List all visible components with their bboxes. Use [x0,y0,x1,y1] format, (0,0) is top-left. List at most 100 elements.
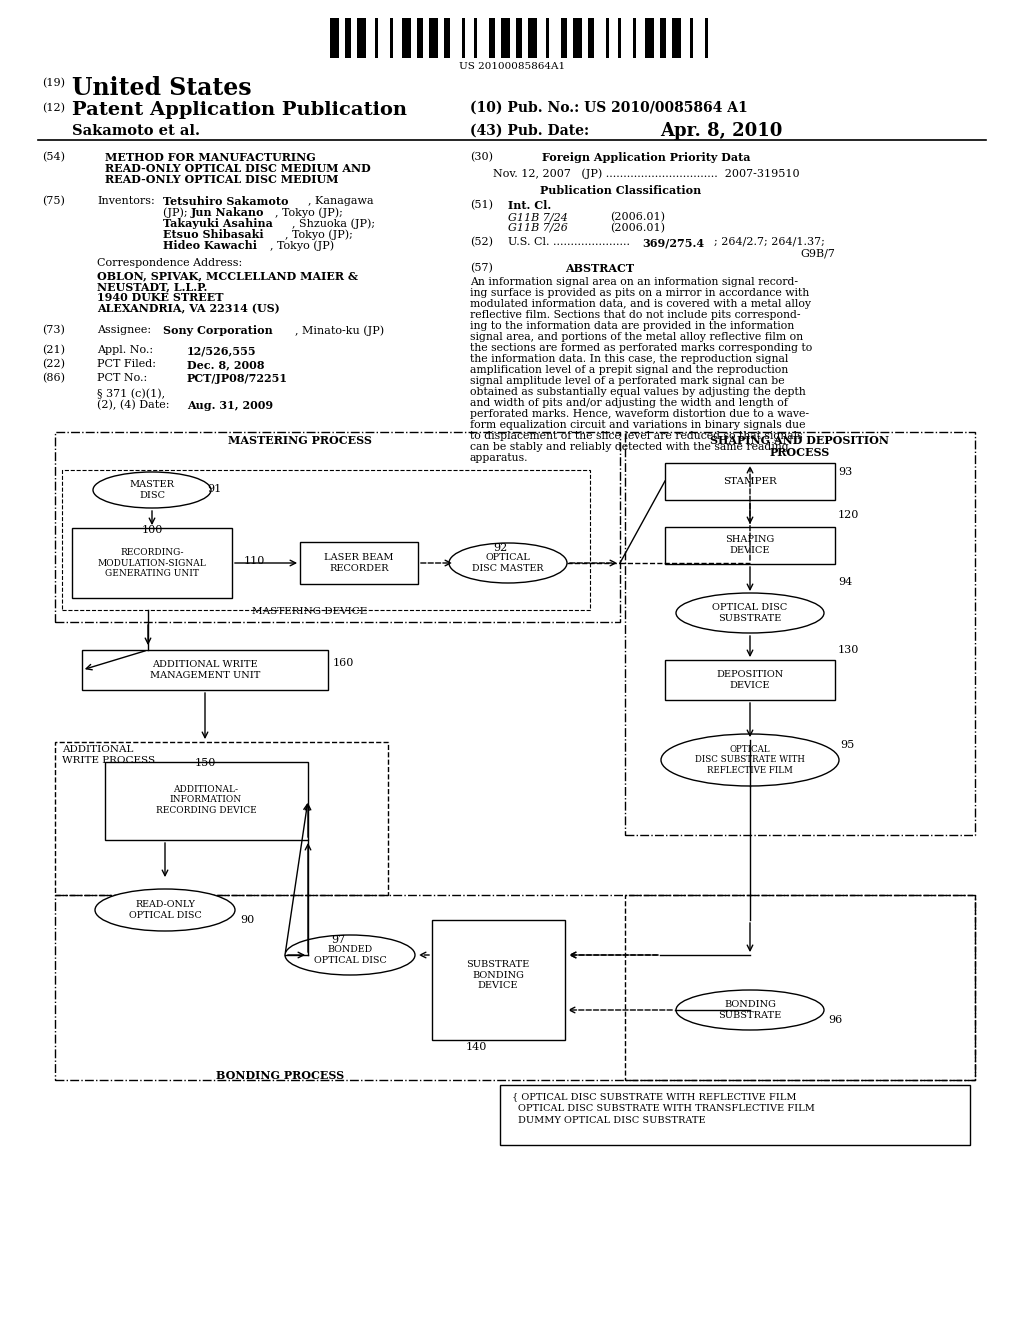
Text: (43) Pub. Date:: (43) Pub. Date: [470,124,589,139]
Bar [105,762,308,840]
Text: (19): (19) [42,78,65,88]
Bar [429,18,438,58]
Text: OPTICAL DISC
SUBSTRATE: OPTICAL DISC SUBSTRATE [713,603,787,623]
Text: G11B 7/26: G11B 7/26 [508,223,568,234]
Text: , Tokyo (JP);: , Tokyo (JP); [275,207,343,218]
Text: SHAPING AND DEPOSITION: SHAPING AND DEPOSITION [711,436,890,446]
Text: (2006.01): (2006.01) [610,213,665,222]
Text: ADDITIONAL-
INFORMATION
RECORDING DEVICE: ADDITIONAL- INFORMATION RECORDING DEVICE [156,785,256,814]
Bar [573,18,582,58]
Text: NEUSTADT, L.L.P.: NEUSTADT, L.L.P. [97,281,208,292]
Text: Appl. No.:: Appl. No.: [97,345,154,355]
Text: (10) Pub. No.: US 2010/0085864 A1: (10) Pub. No.: US 2010/0085864 A1 [470,102,748,115]
Bar [660,18,666,58]
Text: Patent Application Publication: Patent Application Publication [72,102,407,119]
Text: ALEXANDRIA, VA 22314 (US): ALEXANDRIA, VA 22314 (US) [97,304,280,314]
Text: 96: 96 [828,1015,843,1026]
Text: (86): (86) [42,374,65,383]
Text: Nov. 12, 2007   (JP) ................................  2007-319510: Nov. 12, 2007 (JP) .....................… [493,168,800,178]
Text: RECORDING-
MODULATION-SIGNAL
GENERATING UNIT: RECORDING- MODULATION-SIGNAL GENERATING … [97,548,207,578]
Text: DEPOSITION
DEVICE: DEPOSITION DEVICE [717,671,783,689]
Text: WRITE PROCESS: WRITE PROCESS [62,756,155,766]
Text: 120: 120 [838,510,859,520]
Text: , Shzuoka (JP);: , Shzuoka (JP); [292,218,375,228]
Text: READ-ONLY OPTICAL DISC MEDIUM: READ-ONLY OPTICAL DISC MEDIUM [105,174,339,185]
Text: 91: 91 [207,484,221,494]
Text: (2), (4) Date:: (2), (4) Date: [97,400,170,411]
Ellipse shape [662,734,839,785]
Text: PCT/JP08/72251: PCT/JP08/72251 [187,374,288,384]
Bar [501,18,510,58]
Text: (22): (22) [42,359,65,370]
Bar [665,660,835,700]
Text: 150: 150 [195,758,216,768]
Text: 97: 97 [331,935,345,945]
Text: Tetsuhiro Sakamoto: Tetsuhiro Sakamoto [163,195,289,207]
Text: § 371 (c)(1),: § 371 (c)(1), [97,389,165,400]
Text: BONDED
OPTICAL DISC: BONDED OPTICAL DISC [313,945,386,965]
Bar [546,18,549,58]
Text: LASER BEAM
RECORDER: LASER BEAM RECORDER [325,553,394,573]
Bar [516,18,522,58]
Text: amplification level of a prepit signal and the reproduction: amplification level of a prepit signal a… [470,366,788,375]
Ellipse shape [449,543,567,583]
Text: (52): (52) [470,238,493,247]
Text: reflective film. Sections that do not include pits correspond-: reflective film. Sections that do not in… [470,310,801,319]
Text: Correspondence Address:: Correspondence Address: [97,257,243,268]
Text: ABSTRACT: ABSTRACT [565,263,634,275]
Text: (12): (12) [42,103,65,114]
Text: SHAPING
DEVICE: SHAPING DEVICE [725,536,774,554]
Text: to displacement of the slice level are reduced so that signals: to displacement of the slice level are r… [470,432,803,441]
Bar [72,528,232,598]
Text: READ-ONLY
OPTICAL DISC: READ-ONLY OPTICAL DISC [129,900,202,920]
Text: the information data. In this case, the reproduction signal: the information data. In this case, the … [470,354,788,364]
Text: obtained as substantially equal values by adjusting the depth: obtained as substantially equal values b… [470,387,806,397]
Text: MASTER
DISC: MASTER DISC [129,480,174,500]
Bar [606,18,609,58]
Text: MASTERING PROCESS: MASTERING PROCESS [228,436,372,446]
Text: 160: 160 [333,657,354,668]
Text: can be stably and reliably detected with the same reading: can be stably and reliably detected with… [470,442,788,451]
Text: 12/526,555: 12/526,555 [187,345,257,356]
Bar [561,18,567,58]
Text: G9B/7: G9B/7 [800,249,835,259]
Text: ing to the information data are provided in the information: ing to the information data are provided… [470,321,795,331]
Bar [417,18,423,58]
Text: form equalization circuit and variations in binary signals due: form equalization circuit and variations… [470,420,806,430]
Bar [618,18,621,58]
Text: (73): (73) [42,325,65,335]
Text: United States: United States [72,77,252,100]
Text: Publication Classification: Publication Classification [540,185,701,195]
Bar [55,895,975,1080]
Text: 110: 110 [244,556,265,566]
Text: 90: 90 [240,915,254,925]
Text: OPTICAL DISC SUBSTRATE WITH TRANSFLECTIVE FILM: OPTICAL DISC SUBSTRATE WITH TRANSFLECTIV… [518,1104,815,1113]
Text: Aug. 31, 2009: Aug. 31, 2009 [187,400,273,411]
Text: BONDING PROCESS: BONDING PROCESS [216,1071,344,1081]
Bar [462,18,465,58]
Bar [55,432,620,622]
Bar [705,18,708,58]
Text: OPTICAL
DISC MASTER: OPTICAL DISC MASTER [472,553,544,573]
Text: apparatus.: apparatus. [470,453,528,463]
Bar [375,18,378,58]
Ellipse shape [676,990,824,1030]
Text: (21): (21) [42,345,65,355]
Text: { OPTICAL DISC SUBSTRATE WITH REFLECTIVE FILM: { OPTICAL DISC SUBSTRATE WITH REFLECTIVE… [512,1092,797,1101]
Text: MASTERING DEVICE: MASTERING DEVICE [252,607,368,616]
Text: Apr. 8, 2010: Apr. 8, 2010 [660,121,782,140]
Text: DUMMY OPTICAL DISC SUBSTRATE: DUMMY OPTICAL DISC SUBSTRATE [518,1115,706,1125]
Bar [62,470,590,610]
Text: OBLON, SPIVAK, MCCLELLAND MAIER &: OBLON, SPIVAK, MCCLELLAND MAIER & [97,271,358,281]
Text: , Kanagawa: , Kanagawa [308,195,374,206]
Ellipse shape [285,935,415,975]
Text: STAMPER: STAMPER [723,477,777,486]
Ellipse shape [93,473,211,508]
Text: (30): (30) [470,152,493,162]
Bar [645,18,654,58]
Bar [528,18,537,58]
Text: (2006.01): (2006.01) [610,223,665,234]
Text: 93: 93 [838,467,852,477]
Bar [402,18,411,58]
Text: ADDITIONAL WRITE
MANAGEMENT UNIT: ADDITIONAL WRITE MANAGEMENT UNIT [150,660,260,680]
